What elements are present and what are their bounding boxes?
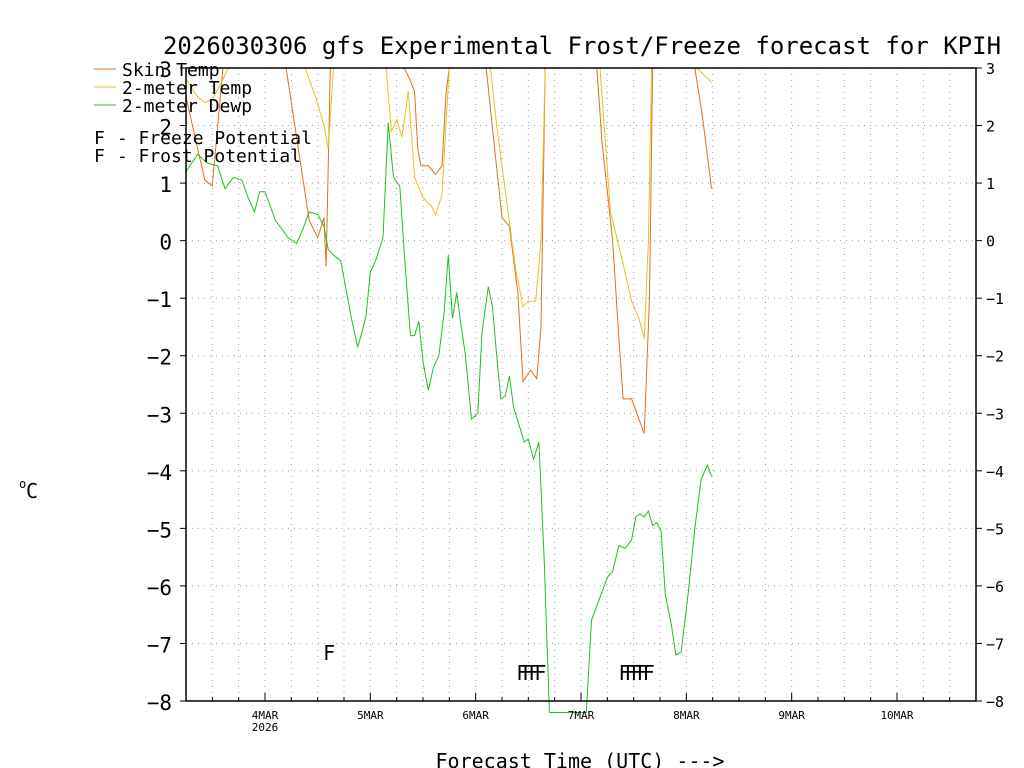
- y-tick-label-left: 2: [159, 116, 172, 140]
- y-tick-label-left: −4: [147, 461, 172, 485]
- y-tick-label-right: 2: [986, 118, 995, 136]
- freeze-potential-marker: FFFF: [516, 661, 545, 685]
- y-tick-label-left: −1: [147, 288, 172, 312]
- y-tick-label-right: −7: [986, 635, 1004, 653]
- y-tick-label-right: 1: [986, 175, 995, 193]
- y-tick-label-right: −5: [986, 520, 1004, 538]
- y-tick-label-right: −6: [986, 578, 1004, 596]
- y-axis-left-ticks: −8 −7 −6 −5 −4 −3 −2 −1 0 1 2 3: [147, 58, 186, 715]
- y-tick-label-right: 0: [986, 233, 995, 251]
- x-tick-label: 9MAR: [778, 709, 805, 722]
- frost-potential-letter: F: [94, 146, 105, 167]
- legend-label-2m-temp: 2-meter Temp: [122, 78, 252, 99]
- series-lines: [185, 67, 713, 713]
- y-tick-label-left: 3: [159, 58, 172, 82]
- freeze-potential-letter: F: [94, 128, 105, 149]
- y-axis-right-ticks: −8 −7 −6 −5 −4 −3 −2 −1 0 1 2 3: [976, 60, 1004, 711]
- y-axis-label-degree: o: [19, 477, 26, 491]
- y-tick-label-right: −1: [986, 290, 1004, 308]
- y-tick-label-right: 3: [986, 60, 995, 78]
- x-tick-label: 4MAR: [252, 709, 279, 722]
- y-tick-label-left: 0: [159, 231, 172, 255]
- chart-title: 2026030306 gfs Experimental Frost/Freeze…: [163, 32, 1001, 60]
- y-tick-label-right: −4: [986, 463, 1004, 481]
- y-tick-label-left: −5: [147, 518, 172, 542]
- y-tick-label-left: −7: [147, 633, 172, 657]
- series-line-2-meter-dewp: [185, 122, 713, 713]
- y-tick-label-left: −6: [147, 576, 172, 600]
- x-tick-label: 8MAR: [673, 709, 700, 722]
- freeze-potential-label: - Freeze Potential: [106, 128, 312, 149]
- frost-potential-label: - Frost Potential: [106, 146, 301, 167]
- grid: [186, 68, 976, 701]
- x-tick-label: 7MAR: [568, 709, 595, 722]
- legend-label-2m-dewp: 2-meter Dewp: [122, 96, 252, 117]
- frost-potential-marker: F: [323, 641, 334, 665]
- y-tick-label-left: −3: [147, 403, 172, 427]
- frost-freeze-markers: FFFFF FFFFF: [323, 641, 660, 685]
- x-axis-label: Forecast Time (UTC) --->: [436, 749, 725, 768]
- y-tick-label-left: −2: [147, 346, 172, 370]
- plot-frame: [185, 67, 977, 702]
- x-tick-sublabel: 2026: [252, 721, 279, 734]
- x-tick-label: 6MAR: [462, 709, 489, 722]
- series-line-skin-temp: [185, 67, 713, 434]
- legend-label-skin-temp: Skin Temp: [122, 60, 220, 81]
- y-tick-label-right: −3: [986, 405, 1004, 423]
- y-tick-label-right: −2: [986, 348, 1004, 366]
- series-line-2-meter-temp: [185, 67, 712, 339]
- y-axis-label-unit: C: [26, 479, 38, 503]
- x-tick-label: 5MAR: [357, 709, 384, 722]
- y-axis-label: o C: [19, 477, 38, 503]
- x-tick-label: 10MAR: [880, 709, 913, 722]
- y-tick-label-left: −8: [147, 691, 172, 715]
- legend: Skin Temp 2-meter Temp 2-meter Dewp F - …: [94, 60, 312, 167]
- y-tick-label-right: −8: [986, 693, 1004, 711]
- freeze-potential-marker: FFFFF: [619, 661, 654, 685]
- y-tick-label-left: 1: [159, 173, 172, 197]
